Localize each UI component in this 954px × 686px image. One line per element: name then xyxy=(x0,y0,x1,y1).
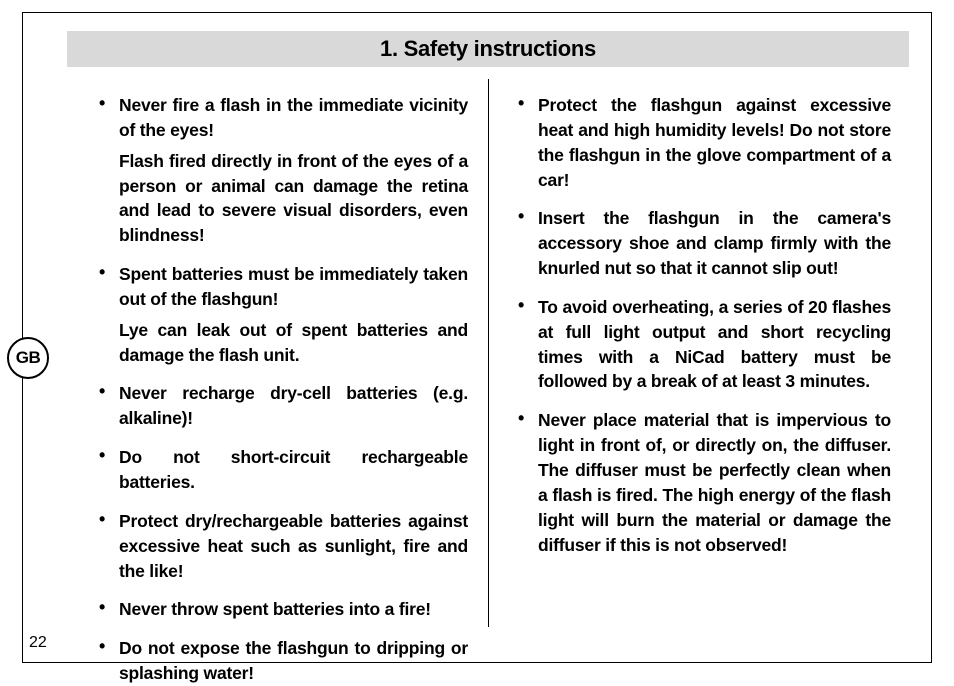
content-columns: Never fire a flash in the immediate vici… xyxy=(67,79,909,627)
list-item: Never fire a flash in the immediate vici… xyxy=(97,93,468,248)
bullet-lead: Protect the flashgun against excessive h… xyxy=(538,93,891,192)
bullet-lead: Never recharge dry-cell batteries (e.g. … xyxy=(119,381,468,431)
list-item: Never recharge dry-cell batteries (e.g. … xyxy=(97,381,468,431)
right-column: Protect the flashgun against excessive h… xyxy=(488,79,909,627)
section-title-bar: 1. Safety instructions xyxy=(67,31,909,67)
manual-page: 1. Safety instructions Never fire a flas… xyxy=(22,12,932,663)
right-bullet-list: Protect the flashgun against excessive h… xyxy=(516,93,891,557)
bullet-lead: Spent batteries must be immediately take… xyxy=(119,262,468,312)
list-item: Protect dry/rechargeable batteries again… xyxy=(97,509,468,584)
list-item: Do not short-circuit rechargeable batter… xyxy=(97,445,468,495)
list-item: To avoid overheating, a series of 20 fla… xyxy=(516,295,891,394)
list-item: Insert the flashgun in the camera's acce… xyxy=(516,206,891,281)
left-column: Never fire a flash in the immediate vici… xyxy=(67,79,488,627)
list-item: Protect the flashgun against excessive h… xyxy=(516,93,891,192)
bullet-lead: Do not expose the flashgun to dripping o… xyxy=(119,636,468,686)
list-item: Never place material that is impervious … xyxy=(516,408,891,557)
bullet-sub: Lye can leak out of spent batteries and … xyxy=(119,318,468,368)
section-title: 1. Safety instructions xyxy=(380,36,596,62)
left-bullet-list: Never fire a flash in the immediate vici… xyxy=(97,93,468,686)
bullet-lead: To avoid overheating, a series of 20 fla… xyxy=(538,295,891,394)
bullet-lead: Insert the flashgun in the camera's acce… xyxy=(538,206,891,281)
bullet-lead: Never throw spent batteries into a fire! xyxy=(119,597,468,622)
bullet-lead: Never place material that is impervious … xyxy=(538,408,891,557)
bullet-lead: Protect dry/rechargeable batteries again… xyxy=(119,509,468,584)
bullet-lead: Do not short-circuit rechargeable batter… xyxy=(119,445,468,495)
list-item: Do not expose the flashgun to dripping o… xyxy=(97,636,468,686)
bullet-lead: Never fire a flash in the immediate vici… xyxy=(119,93,468,143)
bullet-sub: Flash fired directly in front of the eye… xyxy=(119,149,468,248)
list-item: Spent batteries must be immediately take… xyxy=(97,262,468,367)
page-number: 22 xyxy=(29,634,47,652)
language-badge: GB xyxy=(7,337,49,379)
column-divider xyxy=(488,79,489,627)
list-item: Never throw spent batteries into a fire! xyxy=(97,597,468,622)
language-badge-label: GB xyxy=(16,348,41,368)
